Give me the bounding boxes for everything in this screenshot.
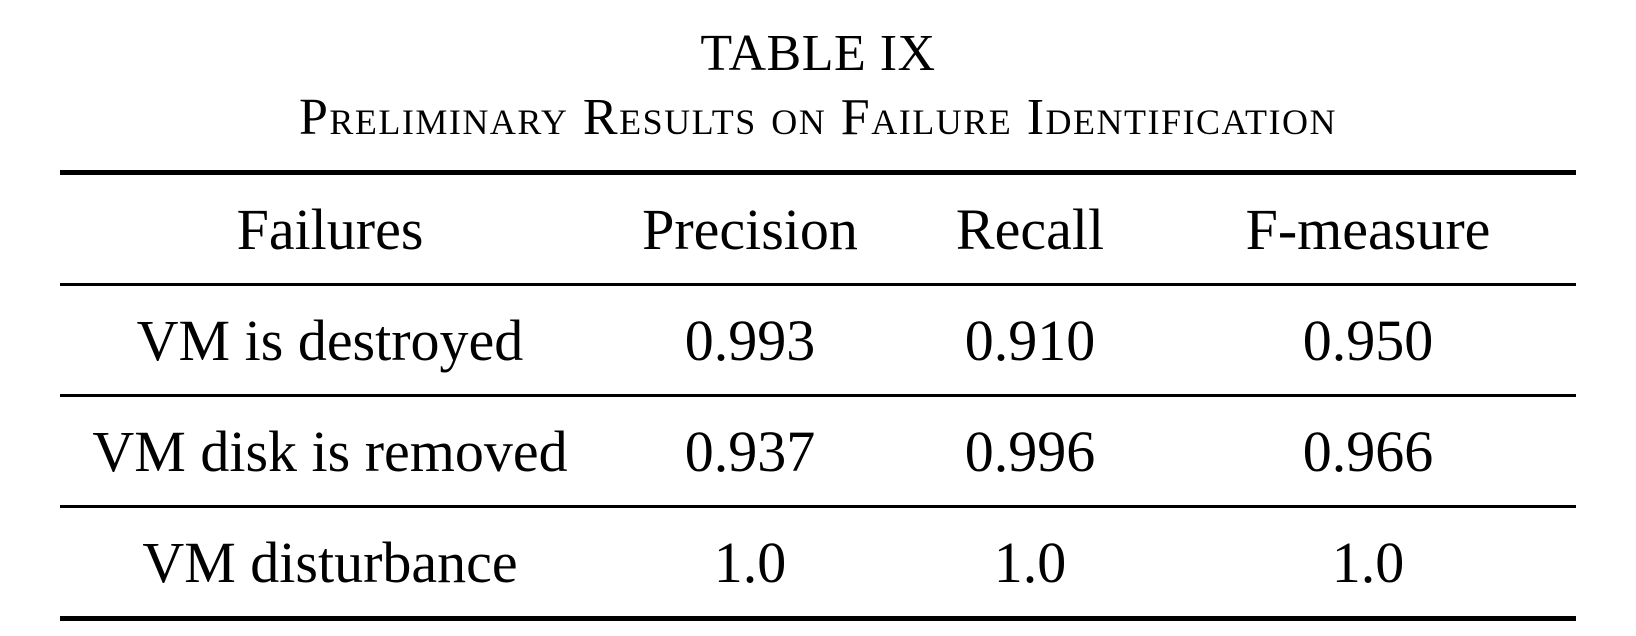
failure-cell: VM disturbance	[142, 529, 518, 595]
failure-cell: VM disk is removed	[92, 418, 568, 484]
f-measure-cell: 0.950	[1302, 307, 1434, 373]
table-number: TABLE IX	[700, 25, 936, 82]
precision-cell: 1.0	[713, 529, 787, 595]
table-caption: Preliminary Results on Failure Identific…	[299, 89, 1337, 146]
table-row: VM is destroyed 0.993 0.910 0.950	[60, 285, 1576, 396]
header-row: Failures Precision Recall F-measure	[60, 172, 1576, 285]
header-failures: Failures	[236, 196, 424, 262]
table-row: VM disk is removed 0.937 0.996 0.966	[60, 396, 1576, 507]
results-table: Failures Precision Recall F-measure VM i…	[60, 170, 1576, 621]
recall-cell: 0.996	[964, 418, 1096, 484]
header-recall: Recall	[955, 196, 1105, 262]
table-row: VM disturbance 1.0 1.0 1.0	[60, 507, 1576, 619]
f-measure-cell: 1.0	[1331, 529, 1405, 595]
failure-cell: VM is destroyed	[136, 307, 524, 373]
precision-cell: 0.993	[684, 307, 816, 373]
recall-cell: 0.910	[964, 307, 1096, 373]
header-f-measure: F-measure	[1245, 196, 1491, 262]
precision-cell: 0.937	[684, 418, 816, 484]
header-precision: Precision	[642, 196, 858, 262]
f-measure-cell: 0.966	[1302, 418, 1434, 484]
recall-cell: 1.0	[993, 529, 1067, 595]
